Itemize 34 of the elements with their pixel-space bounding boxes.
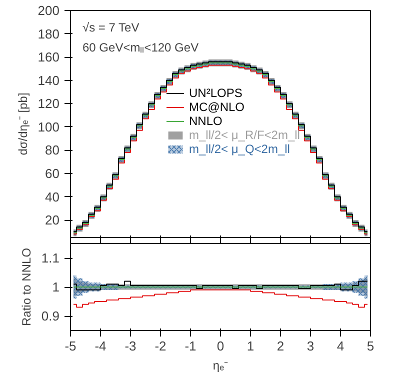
y-tick-label: 60 — [45, 166, 60, 181]
x-tick-label: 5 — [366, 338, 374, 354]
x-tick-label: 4 — [336, 338, 344, 354]
annotation: 60 GeV<mₗₗ<120 GeV — [82, 40, 199, 54]
legend-label: MC@NLO — [189, 100, 245, 114]
y-tick-label: 20 — [45, 212, 60, 228]
y-tick-label: 1 — [52, 280, 60, 294]
y-tick-label: 180 — [38, 26, 60, 42]
y-tick-label: 40 — [45, 189, 60, 204]
x-tick-label: -4 — [94, 338, 106, 354]
x-tick-label: 3 — [306, 338, 314, 354]
y-axis-title: Ratio to NNLO — [19, 248, 34, 326]
x-tick-label: 0 — [216, 338, 224, 354]
x-tick-label: 2 — [276, 338, 284, 354]
x-tick-label: -5 — [64, 338, 76, 354]
y-tick-label: 140 — [38, 72, 60, 88]
x-axis-title: ηₑ⁻ — [212, 358, 228, 372]
legend-label: UN²LOPS — [189, 86, 242, 100]
y-tick-label: 200 — [38, 3, 60, 18]
y-axis-title: dσ/dηₑ⁻ [pb] — [16, 92, 30, 156]
x-tick-label: -3 — [124, 338, 136, 354]
y-tick-label: 80 — [45, 142, 60, 158]
legend-label: NNLO — [189, 114, 222, 128]
annotation: √s = 7 TeV — [82, 20, 140, 34]
y-tick-label: 120 — [38, 96, 60, 112]
legend-label: m_ll/2< μ_Q<2m_ll — [189, 142, 290, 156]
y-tick-label: 1.1 — [41, 250, 60, 266]
y-tick-label: 100 — [38, 119, 60, 134]
x-tick-label: -2 — [154, 338, 166, 354]
x-tick-label: -1 — [184, 338, 196, 354]
x-tick-label: 1 — [246, 338, 254, 354]
legend-label: m_ll/2< μ_R/F<2m_ll — [189, 128, 300, 142]
y-tick-label: 0.9 — [41, 308, 60, 324]
y-tick-label: 160 — [38, 50, 60, 65]
